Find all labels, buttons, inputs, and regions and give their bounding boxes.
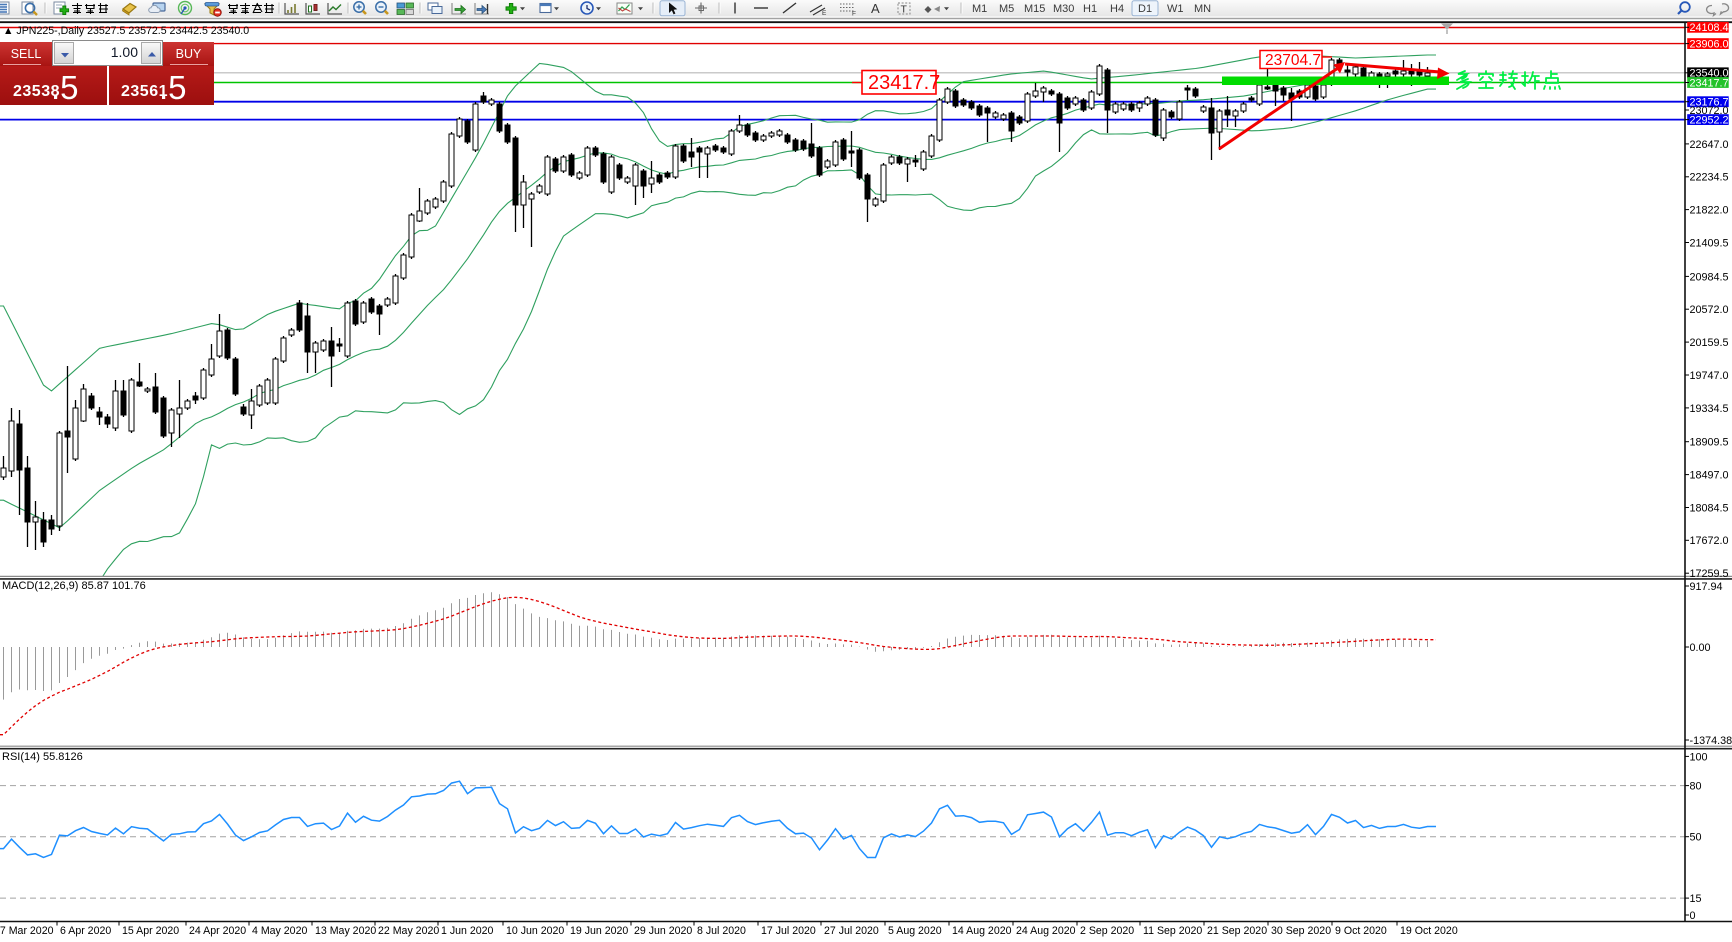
svg-text:M15: M15 [1024, 3, 1045, 15]
svg-text:10 Jun 2020: 10 Jun 2020 [506, 925, 564, 937]
svg-text:17672.0: 17672.0 [1690, 535, 1729, 547]
svg-text:▲ JPN225-,Daily 23527.5 23572: ▲ JPN225-,Daily 23527.5 23572.5 23442.5 … [3, 25, 249, 37]
svg-text:MN: MN [1194, 3, 1211, 15]
svg-text:18909.5: 18909.5 [1690, 437, 1729, 449]
svg-text:19334.5: 19334.5 [1690, 403, 1729, 415]
svg-text:23417.7: 23417.7 [868, 72, 940, 94]
svg-text:1 Jun 2020: 1 Jun 2020 [441, 925, 494, 937]
svg-text:F: F [852, 11, 856, 18]
svg-text:14 Aug 2020: 14 Aug 2020 [952, 925, 1012, 937]
svg-text:2 Sep 2020: 2 Sep 2020 [1080, 925, 1134, 937]
svg-text:22 May 2020: 22 May 2020 [378, 925, 439, 937]
svg-text:80: 80 [1690, 781, 1702, 793]
svg-text:23072.0: 23072.0 [1690, 105, 1729, 117]
svg-text:18497.0: 18497.0 [1690, 470, 1729, 482]
svg-text:9 Oct 2020: 9 Oct 2020 [1335, 925, 1387, 937]
svg-text:M1: M1 [972, 3, 987, 15]
svg-text:24 Aug 2020: 24 Aug 2020 [1016, 925, 1076, 937]
svg-text:15: 15 [1690, 893, 1702, 905]
svg-text:20572.0: 20572.0 [1690, 304, 1729, 316]
svg-text:15 Apr 2020: 15 Apr 2020 [122, 925, 179, 937]
svg-text:T: T [901, 4, 908, 16]
svg-text:22647.0: 22647.0 [1690, 139, 1729, 151]
svg-text:22952.2: 22952.2 [1690, 115, 1729, 127]
svg-text:H4: H4 [1110, 3, 1124, 15]
svg-text:917.94: 917.94 [1690, 581, 1723, 593]
svg-text:17 Jul 2020: 17 Jul 2020 [761, 925, 816, 937]
svg-text:D1: D1 [1138, 3, 1152, 15]
svg-text:13 May 2020: 13 May 2020 [315, 925, 376, 937]
svg-text:8 Jul 2020: 8 Jul 2020 [697, 925, 746, 937]
svg-text:23417.7: 23417.7 [1690, 77, 1729, 89]
svg-text:18084.5: 18084.5 [1690, 502, 1729, 514]
svg-text:23704.7: 23704.7 [1265, 52, 1321, 69]
svg-text:0.00: 0.00 [1690, 642, 1711, 654]
svg-text:17259.5: 17259.5 [1690, 568, 1729, 580]
svg-text:20984.5: 20984.5 [1690, 271, 1729, 283]
svg-text:21409.5: 21409.5 [1690, 237, 1729, 249]
svg-text:19747.0: 19747.0 [1690, 370, 1729, 382]
svg-text:H1: H1 [1083, 3, 1097, 15]
svg-text:22234.5: 22234.5 [1690, 172, 1729, 184]
svg-text:MACD(12,26,9) 85.87 101.76: MACD(12,26,9) 85.87 101.76 [2, 580, 146, 592]
svg-text:50: 50 [1690, 832, 1702, 844]
svg-text:0: 0 [1690, 910, 1696, 922]
svg-text:-1374.38: -1374.38 [1690, 735, 1732, 747]
svg-text:30 Sep 2020: 30 Sep 2020 [1271, 925, 1331, 937]
svg-text:27 Jul 2020: 27 Jul 2020 [824, 925, 879, 937]
svg-text:M30: M30 [1053, 3, 1074, 15]
svg-text:11 Sep 2020: 11 Sep 2020 [1143, 925, 1202, 937]
svg-text:20159.5: 20159.5 [1690, 337, 1729, 349]
svg-text:W1: W1 [1167, 3, 1184, 15]
svg-text:RSI(14) 55.8126: RSI(14) 55.8126 [2, 751, 83, 763]
svg-text:19 Oct 2020: 19 Oct 2020 [1400, 925, 1458, 937]
svg-text:A: A [871, 1, 880, 16]
svg-text:21 Sep 2020: 21 Sep 2020 [1207, 925, 1267, 937]
svg-text:E: E [822, 10, 827, 17]
svg-text:19 Jun 2020: 19 Jun 2020 [570, 925, 628, 937]
svg-text:29 Jun 2020: 29 Jun 2020 [634, 925, 692, 937]
svg-text:4 May 2020: 4 May 2020 [252, 925, 307, 937]
svg-text:23906.0: 23906.0 [1690, 39, 1729, 51]
svg-text:M5: M5 [999, 3, 1014, 15]
svg-text:24108.4: 24108.4 [1690, 22, 1729, 34]
svg-text:24 Apr 2020: 24 Apr 2020 [189, 925, 246, 937]
svg-text:5 Aug 2020: 5 Aug 2020 [888, 925, 942, 937]
svg-text:100: 100 [1690, 751, 1708, 763]
svg-text:6 Apr 2020: 6 Apr 2020 [60, 925, 111, 937]
svg-text:23540.0: 23540.0 [1690, 68, 1729, 80]
svg-text:23176.7: 23176.7 [1690, 97, 1729, 109]
svg-text:21822.0: 21822.0 [1690, 205, 1729, 217]
svg-text:27 Mar 2020: 27 Mar 2020 [0, 925, 54, 937]
